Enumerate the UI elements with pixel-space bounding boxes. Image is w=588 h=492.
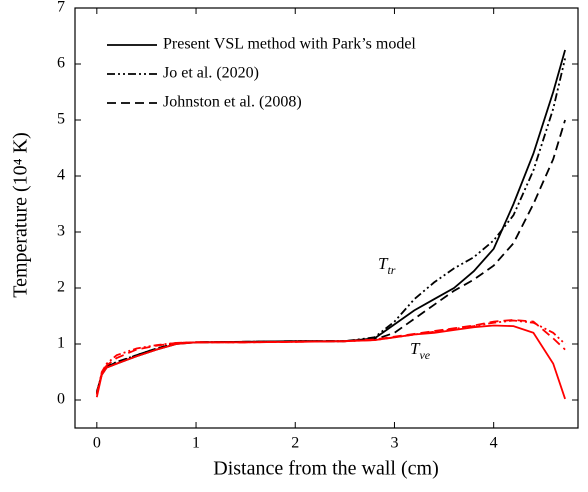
annotation: Tve xyxy=(410,339,431,362)
y-tick-label: 1 xyxy=(57,335,65,352)
y-tick-label: 5 xyxy=(57,111,65,128)
y-tick-label: 7 xyxy=(57,0,65,16)
y-tick-label: 6 xyxy=(57,55,65,72)
annotation-text: T xyxy=(378,254,389,273)
legend-label: Johnston et al. (2008) xyxy=(163,94,302,111)
series-line xyxy=(95,319,566,395)
y-axis-label: Temperature (10⁴ K) xyxy=(10,132,32,298)
legend-label: Jo et al. (2020) xyxy=(163,65,259,82)
annotation-text: T xyxy=(410,339,421,358)
legend-label: Present VSL method with Park’s model xyxy=(163,36,416,53)
y-tick-label: 3 xyxy=(57,223,65,240)
series-line xyxy=(95,324,566,400)
annotation: Ttr xyxy=(378,254,396,277)
annotation-subscript: ve xyxy=(419,348,430,362)
plot-frame xyxy=(74,7,579,429)
x-tick-label: 2 xyxy=(291,435,299,452)
annotation-subscript: tr xyxy=(387,263,395,277)
x-axis-label: Distance from the wall (cm) xyxy=(213,458,438,480)
x-tick-label: 0 xyxy=(93,435,101,452)
y-tick-label: 2 xyxy=(57,279,65,296)
y-tick-label: 0 xyxy=(57,391,65,408)
x-tick-label: 4 xyxy=(490,435,498,452)
x-tick-label: 3 xyxy=(390,435,398,452)
series-line xyxy=(95,119,566,394)
x-tick-label: 1 xyxy=(192,435,200,452)
series-line xyxy=(95,318,566,395)
y-tick-label: 4 xyxy=(57,167,65,184)
